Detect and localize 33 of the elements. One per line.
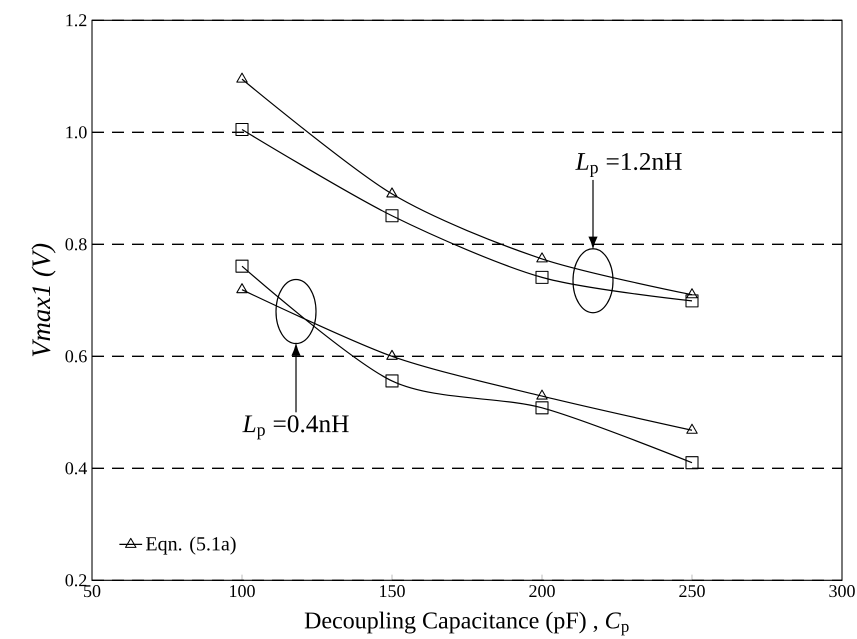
y-tick-label: 1.2 xyxy=(66,14,86,26)
point xyxy=(535,401,549,414)
y-tick-label: 0.8 xyxy=(65,238,87,250)
point xyxy=(235,122,249,136)
point xyxy=(536,252,548,262)
x-tick-label: 250 xyxy=(679,585,705,598)
y-tick-label: 0.4 xyxy=(65,462,88,474)
point xyxy=(385,374,399,388)
point xyxy=(235,260,249,273)
annotation: L$_{p}$ =1.2nH xyxy=(575,152,682,177)
point xyxy=(685,456,699,470)
point xyxy=(686,424,698,434)
point xyxy=(686,288,698,298)
y-tick-label: 1.0 xyxy=(66,126,87,138)
x-tick-label: 50 xyxy=(84,585,100,598)
x-tick-label: 150 xyxy=(380,585,405,598)
point xyxy=(685,294,699,308)
point xyxy=(386,350,398,360)
point xyxy=(386,187,398,198)
annotation: L$_{p}$ =0.4nH xyxy=(242,415,349,440)
x-tick-label: 200 xyxy=(529,585,555,598)
point xyxy=(385,209,399,222)
legend-label: Eqn. (5.1a) xyxy=(146,536,236,555)
point xyxy=(535,270,549,284)
y-axis-title: Vmax1 (V) xyxy=(31,244,56,356)
x-tick-label: 300 xyxy=(829,585,855,598)
point xyxy=(236,283,248,294)
point xyxy=(236,72,248,83)
point xyxy=(536,390,548,400)
x-axis-title: Decoupling Capacitance (pF) , C$_{p}$ xyxy=(304,612,629,636)
y-tick-label: 0.2 xyxy=(65,574,86,586)
y-tick-label: 0.6 xyxy=(65,350,87,362)
x-tick-label: 100 xyxy=(230,585,255,598)
